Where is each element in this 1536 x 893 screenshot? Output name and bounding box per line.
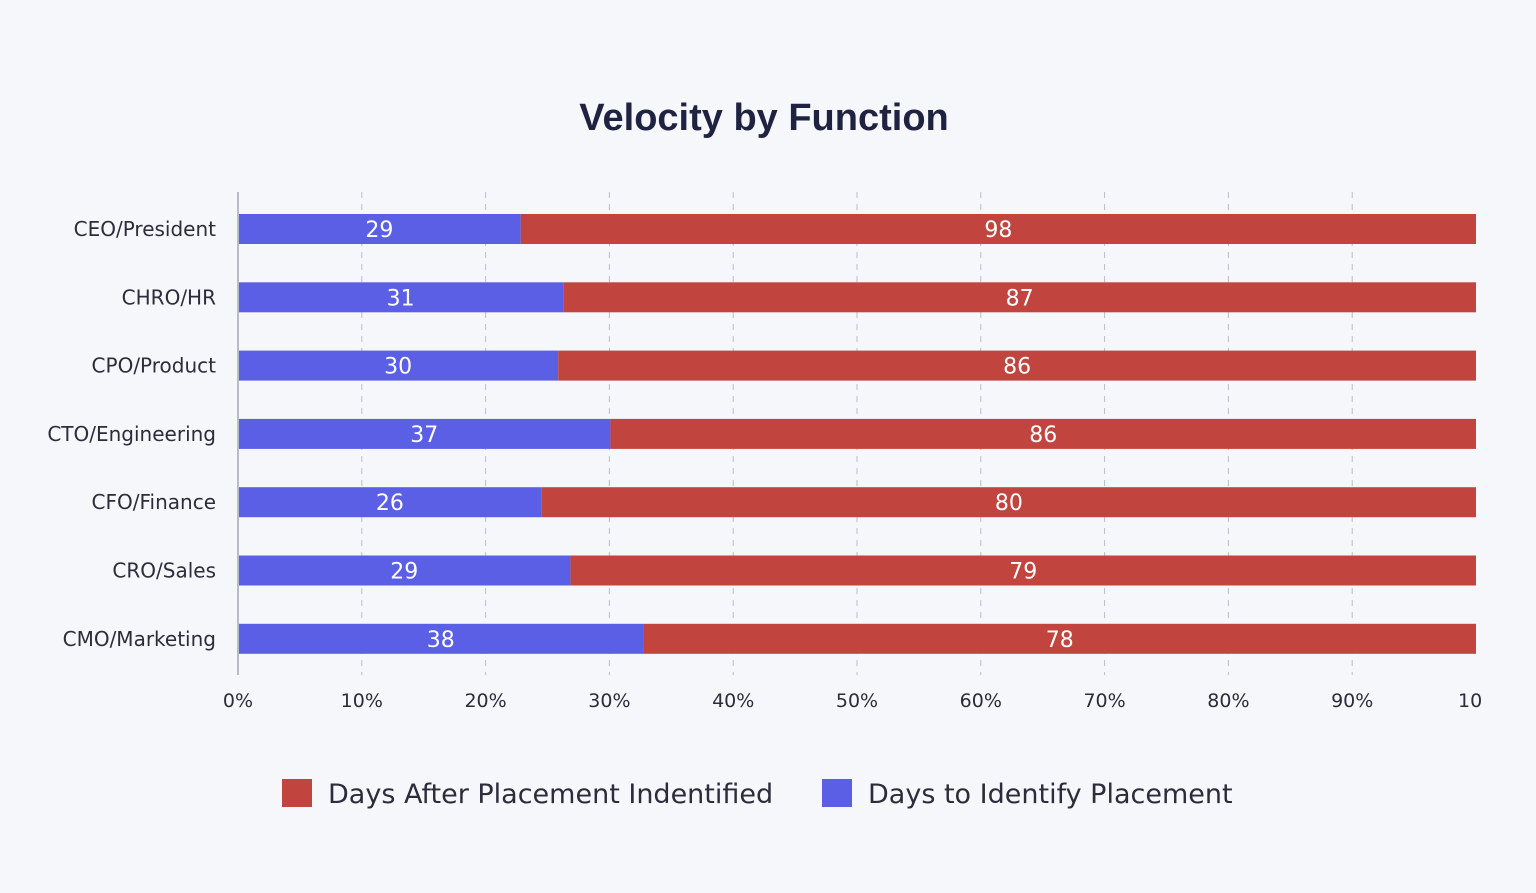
x-tick-label: 20% [464,690,506,712]
category-label: CFO/Finance [92,490,216,514]
bars: 29 98 31 87 30 86 37 86 26 80 29 79 38 78 [238,214,1476,654]
data-label: 98 [984,218,1012,243]
data-label: 37 [410,423,438,448]
data-label: 38 [427,628,455,653]
bar-segment [238,487,542,518]
bar-segment [238,282,564,313]
bar-segment [238,555,571,586]
category-labels: CEO/President CHRO/HR CPO/Product CTO/Engin… [47,217,216,651]
x-tick-label: 80% [1207,690,1249,712]
bar-segment [643,623,1476,654]
bar-segment [610,418,1476,449]
x-tick-label: 0% [223,690,253,712]
legend-label: Days After Placement Indentified [328,779,773,810]
chart-title: Velocity by Function [579,97,949,139]
bar-segment [520,214,1476,244]
x-tick-label: 10% [341,690,383,712]
data-label: 29 [390,560,418,585]
data-label: 30 [384,355,412,380]
x-tick-label: 70% [1083,690,1125,712]
legend-swatch [282,779,312,807]
bar-segment [238,214,521,244]
data-label: 86 [1029,423,1057,448]
bar-segment [563,282,1476,313]
legend: Days After Placement Indentified Days to … [282,779,1233,810]
data-label: 31 [387,286,415,311]
category-label: CMO/Marketing [63,627,216,651]
bar-segment [541,487,1476,518]
data-label: 80 [995,491,1023,516]
x-tick-label: 60% [960,690,1002,712]
data-label: 87 [1006,286,1034,311]
x-tick-label: 10 [1458,690,1482,712]
category-label: CRO/Sales [112,559,216,583]
x-tick-label: 50% [836,690,878,712]
data-label: 26 [376,491,404,516]
bar-segment [238,623,644,654]
x-tick-label: 90% [1331,690,1373,712]
x-tick-label: 40% [712,690,754,712]
x-tick-label: 30% [588,690,630,712]
bar-segment [238,350,559,381]
category-label: CPO/Product [92,354,217,378]
category-label: CEO/President [74,217,217,241]
data-label: 79 [1009,560,1037,585]
legend-swatch [822,779,852,807]
bar-segment [238,418,611,449]
data-label: 86 [1003,355,1031,380]
category-label: CTO/Engineering [47,422,216,446]
legend-label: Days to Identify Placement [868,779,1233,810]
x-tick-labels: 0% 10% 20% 30% 40% 50% 60% 70% 80% 90% 10 [223,690,1482,712]
data-label: 78 [1046,628,1074,653]
bar-segment [570,555,1476,586]
data-label: 29 [365,218,393,243]
category-label: CHRO/HR [122,285,216,309]
bar-segment [558,350,1476,381]
